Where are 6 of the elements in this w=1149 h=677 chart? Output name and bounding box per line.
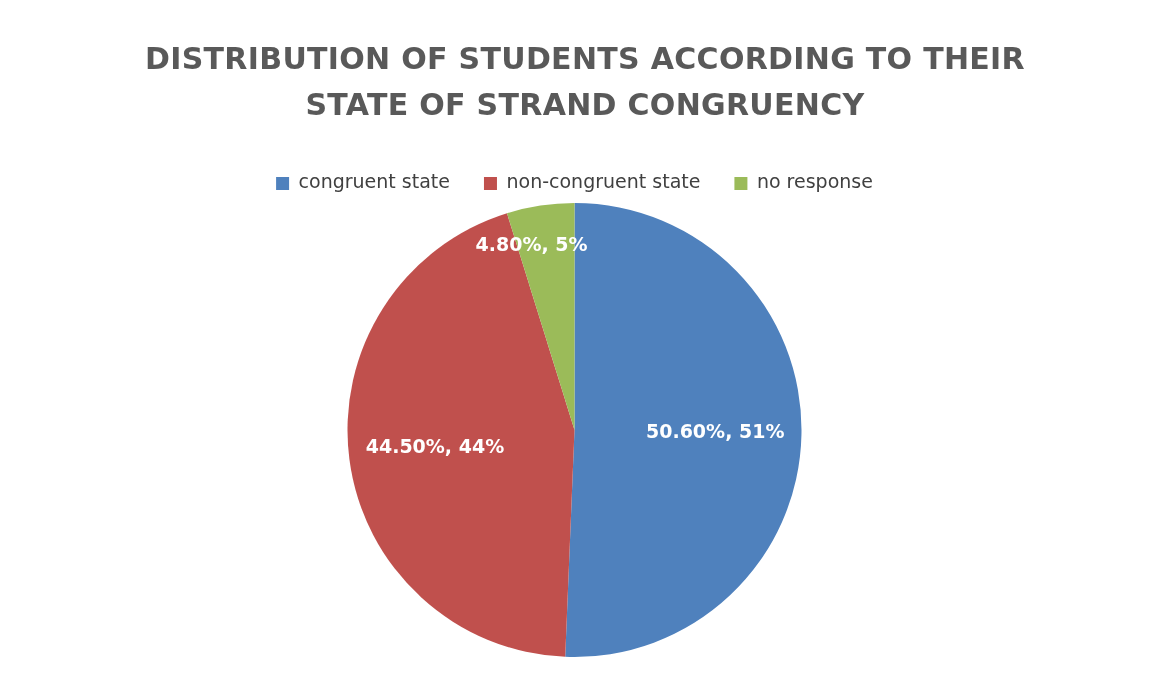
legend-label: no response [756,170,873,193]
legend-label: non-congruent state [506,170,701,193]
legend-label: congruent state [298,170,450,193]
data-label: 44.50%, 44% [365,435,505,458]
data-label: 50.60%, 51% [645,419,785,442]
chart-title: DISTRIBUTION OF STUDENTS ACCORDING TO THEIR STATE OF STRAND CONGRUENCY [144,40,1026,124]
